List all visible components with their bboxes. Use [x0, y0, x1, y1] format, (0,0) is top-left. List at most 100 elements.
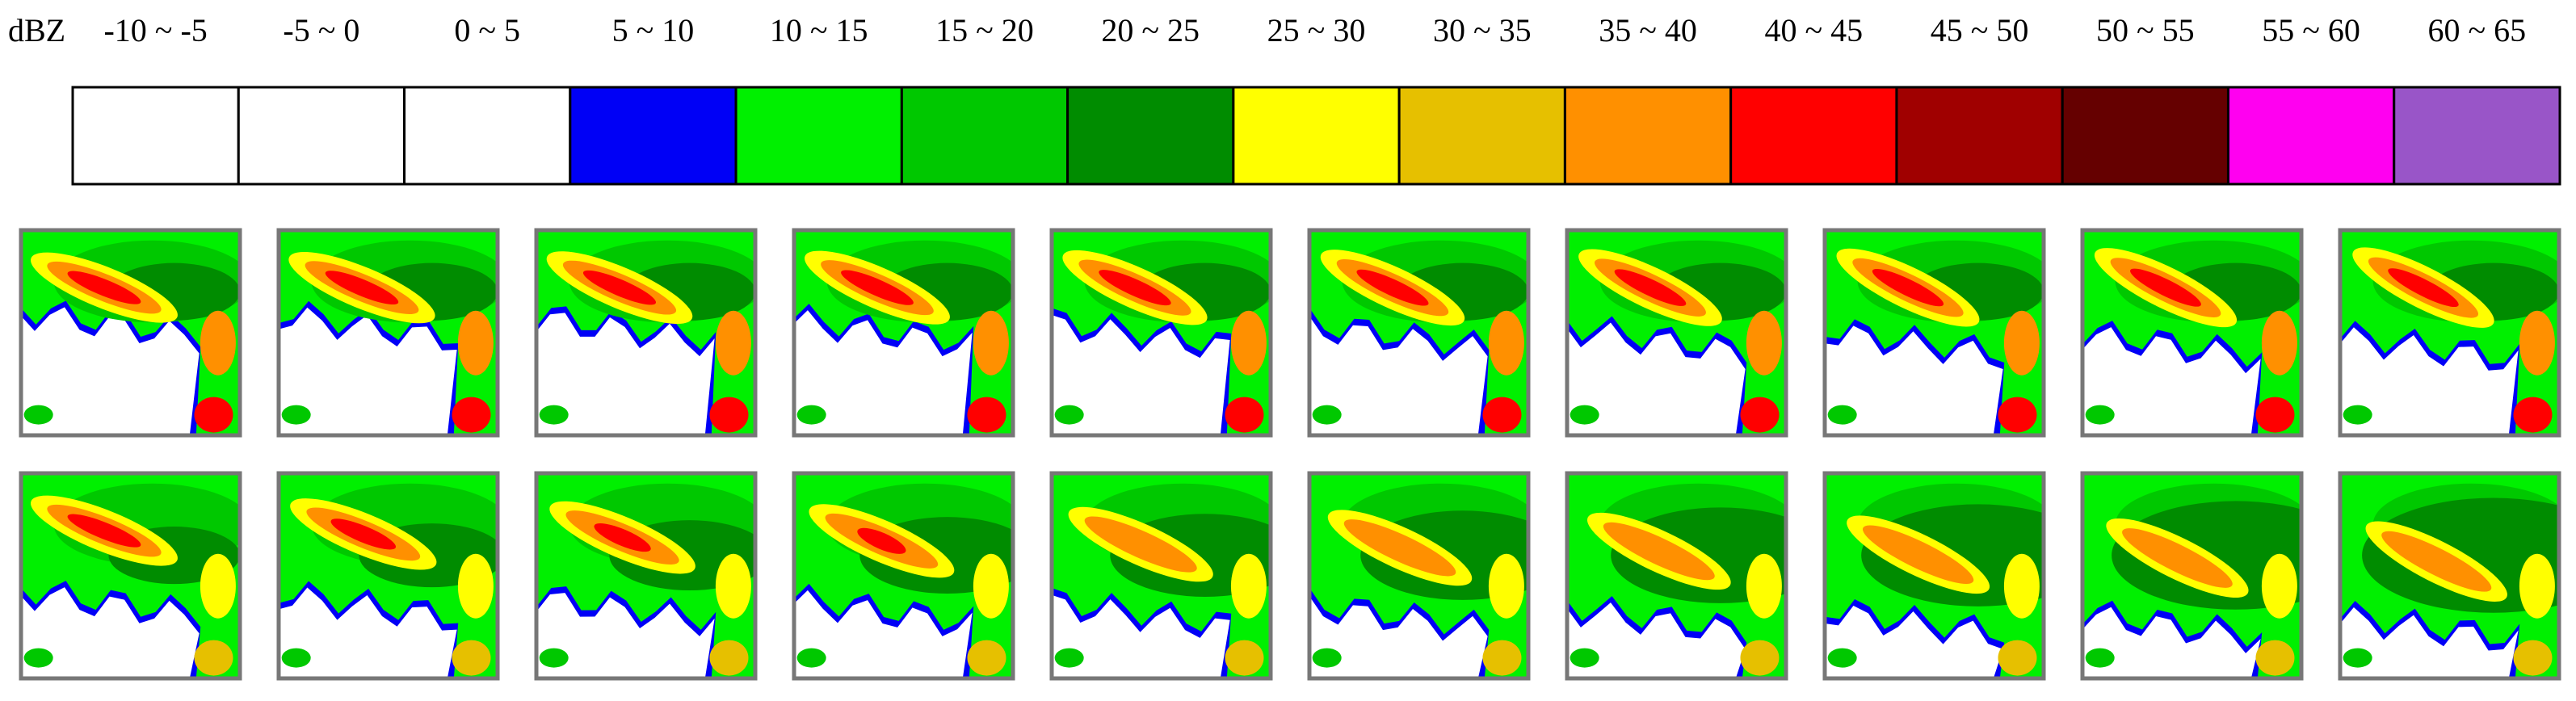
legend-swatch — [1232, 86, 1401, 186]
legend-swatch — [1397, 86, 1566, 186]
legend-label: 15 ~ 20 — [935, 12, 1034, 48]
cell-left — [1570, 405, 1599, 425]
radar-panel — [1822, 471, 2046, 681]
panel-frame — [1565, 471, 1788, 681]
core-orange — [1862, 525, 1974, 585]
cell-right — [2003, 553, 2040, 619]
radar-panel — [1565, 471, 1788, 681]
cell-right — [1230, 310, 1267, 376]
cell-right — [200, 553, 236, 619]
core-red — [67, 514, 141, 548]
radar-panel — [19, 471, 242, 681]
core-red — [1614, 269, 1687, 306]
legend-label: 40 ~ 45 — [1764, 12, 1863, 48]
radar-panel — [1307, 471, 1531, 681]
legend-swatch — [1895, 86, 2064, 186]
panel-frame — [19, 471, 242, 681]
core-orange — [2122, 528, 2233, 588]
cell-right — [715, 553, 751, 619]
panel-frame — [19, 228, 242, 438]
cell-left — [1054, 648, 1084, 668]
cell-left — [23, 648, 53, 668]
panel-frame — [792, 228, 1015, 438]
legend-swatch — [900, 86, 1069, 186]
radar-image — [1309, 230, 1528, 435]
radar-panel — [2080, 228, 2304, 438]
panel-frame — [534, 471, 758, 681]
cell-left — [1054, 405, 1084, 425]
radar-image — [21, 473, 240, 678]
panel-frame — [276, 228, 500, 438]
radar-panel — [19, 228, 242, 438]
cell-right — [457, 310, 494, 376]
legend-label: 20 ~ 25 — [1101, 12, 1200, 48]
cell-bottom — [1740, 397, 1780, 433]
radar-panel — [1307, 228, 1531, 438]
radar-image — [1567, 230, 1786, 435]
core-orange — [2381, 531, 2492, 592]
cell-bottom — [1998, 640, 2037, 676]
cell-right — [715, 310, 751, 376]
cell-left — [796, 648, 826, 668]
cell-right — [2261, 553, 2297, 619]
cell-right — [457, 553, 494, 619]
core-red — [1356, 269, 1429, 306]
cell-bottom — [1225, 397, 1264, 433]
legend-label: 10 ~ 15 — [770, 12, 868, 48]
cell-left — [2085, 648, 2115, 668]
radar-image — [1825, 230, 2044, 435]
radar-image — [2082, 473, 2301, 678]
cell-left — [281, 405, 311, 425]
legend-label: 60 ~ 65 — [2428, 12, 2527, 48]
cell-left — [23, 405, 53, 425]
cell-bottom — [2255, 397, 2295, 433]
cell-right — [2261, 310, 2297, 376]
cell-bottom — [709, 397, 749, 433]
panel-frame — [2338, 228, 2561, 438]
cell-bottom — [1740, 640, 1780, 676]
cell-bottom — [967, 397, 1006, 433]
radar-panel — [2338, 471, 2561, 681]
radar-panel — [1565, 228, 1788, 438]
core-red — [841, 270, 914, 305]
panel-frame — [1307, 471, 1531, 681]
core-orange — [1084, 516, 1197, 573]
radar-image — [794, 473, 1013, 678]
core-orange — [1603, 522, 1715, 581]
radar-image — [279, 473, 498, 678]
cell-bottom — [452, 397, 491, 433]
legend-label: 5 ~ 10 — [612, 12, 695, 48]
radar-image — [536, 473, 755, 678]
panel-frame — [2080, 228, 2304, 438]
legend-swatch — [71, 86, 240, 186]
legend-label: -10 ~ -5 — [103, 12, 207, 48]
panel-frame — [1822, 471, 2046, 681]
radar-image — [1052, 473, 1271, 678]
legend-label: 50 ~ 55 — [2096, 12, 2195, 48]
radar-panel — [1049, 228, 1273, 438]
cell-left — [1312, 405, 1342, 425]
cell-left — [2343, 648, 2372, 668]
radar-panel — [534, 228, 758, 438]
radar-panel — [792, 471, 1015, 681]
radar-panel — [534, 471, 758, 681]
legend-label: 45 ~ 50 — [1931, 12, 2029, 48]
cell-left — [796, 405, 826, 425]
cell-right — [1746, 553, 1782, 619]
cell-bottom — [1998, 397, 2037, 433]
radar-panel — [276, 228, 500, 438]
panel-frame — [1565, 228, 1788, 438]
cell-right — [1488, 553, 1524, 619]
cell-right — [1746, 310, 1782, 376]
radar-panel — [792, 228, 1015, 438]
panel-frame — [276, 471, 500, 681]
panel-frame — [534, 228, 758, 438]
core-red — [594, 523, 651, 552]
core-red — [1099, 270, 1171, 306]
cell-left — [281, 648, 311, 668]
panel-frame — [2338, 471, 2561, 681]
radar-panel — [1822, 228, 2046, 438]
cell-bottom — [194, 397, 233, 433]
legend-swatch — [2393, 86, 2561, 186]
core-red — [857, 527, 906, 554]
